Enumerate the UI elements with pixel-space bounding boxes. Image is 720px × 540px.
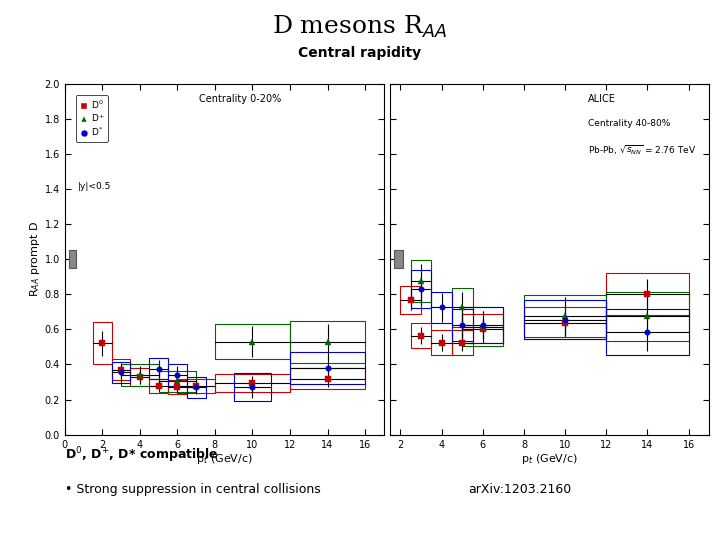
Bar — [68, 251, 76, 268]
Text: ALICE: ALICE — [588, 94, 616, 104]
Bar — [411, 269, 431, 308]
X-axis label: p$_{t}$ (GeV/c): p$_{t}$ (GeV/c) — [196, 453, 253, 467]
Text: Pb-Pb, $\sqrt{s_{NN}}$ = 2.76 TeV: Pb-Pb, $\sqrt{s_{NN}}$ = 2.76 TeV — [588, 143, 696, 157]
Text: • Strong suppression in central collisions: • Strong suppression in central collisio… — [65, 483, 320, 496]
Text: D$^{0}$, D$^{+}$, D* compatible: D$^{0}$, D$^{+}$, D* compatible — [65, 446, 219, 465]
Bar — [431, 330, 452, 355]
Bar — [290, 321, 365, 363]
Text: Central rapidity: Central rapidity — [298, 46, 422, 60]
Bar — [149, 379, 168, 393]
Bar — [234, 373, 271, 401]
Bar — [158, 370, 196, 392]
Bar — [462, 307, 503, 346]
Bar — [431, 292, 452, 323]
Legend: D$^{0}$, D$^{+}$, D$^{*}$: D$^{0}$, D$^{+}$, D$^{*}$ — [76, 95, 108, 141]
Bar — [290, 368, 365, 389]
Bar — [606, 273, 688, 315]
Bar — [130, 368, 149, 386]
Bar — [215, 324, 290, 359]
Bar — [121, 364, 158, 386]
Text: Centrality 40-80%: Centrality 40-80% — [588, 119, 670, 128]
Bar — [452, 288, 472, 327]
Bar — [168, 364, 186, 386]
Text: D mesons R$_{AA}$: D mesons R$_{AA}$ — [272, 14, 448, 40]
Text: Centrality 0-20%: Centrality 0-20% — [199, 94, 281, 104]
Bar — [400, 286, 421, 314]
Bar — [93, 322, 112, 365]
Bar — [177, 379, 215, 393]
Bar — [186, 377, 205, 398]
Bar — [452, 330, 472, 355]
Bar — [112, 359, 130, 380]
X-axis label: p$_{t}$ (GeV/c): p$_{t}$ (GeV/c) — [521, 453, 578, 467]
Bar — [411, 323, 431, 348]
Y-axis label: R$_{AA}$ prompt D: R$_{AA}$ prompt D — [28, 221, 42, 298]
Bar — [462, 307, 503, 342]
Bar — [149, 359, 168, 380]
Bar — [606, 309, 688, 355]
Bar — [524, 300, 606, 339]
Bar — [112, 362, 130, 383]
Bar — [290, 352, 365, 384]
Bar — [395, 251, 402, 268]
Text: |y|<0.5: |y|<0.5 — [78, 182, 111, 191]
Bar — [606, 292, 688, 341]
Bar — [462, 314, 503, 342]
Bar — [524, 307, 606, 339]
Bar — [524, 295, 606, 338]
Bar — [411, 260, 431, 302]
Bar — [168, 380, 186, 394]
Bar — [452, 309, 472, 341]
Bar — [215, 374, 290, 392]
Text: arXiv:1203.2160: arXiv:1203.2160 — [468, 483, 571, 496]
